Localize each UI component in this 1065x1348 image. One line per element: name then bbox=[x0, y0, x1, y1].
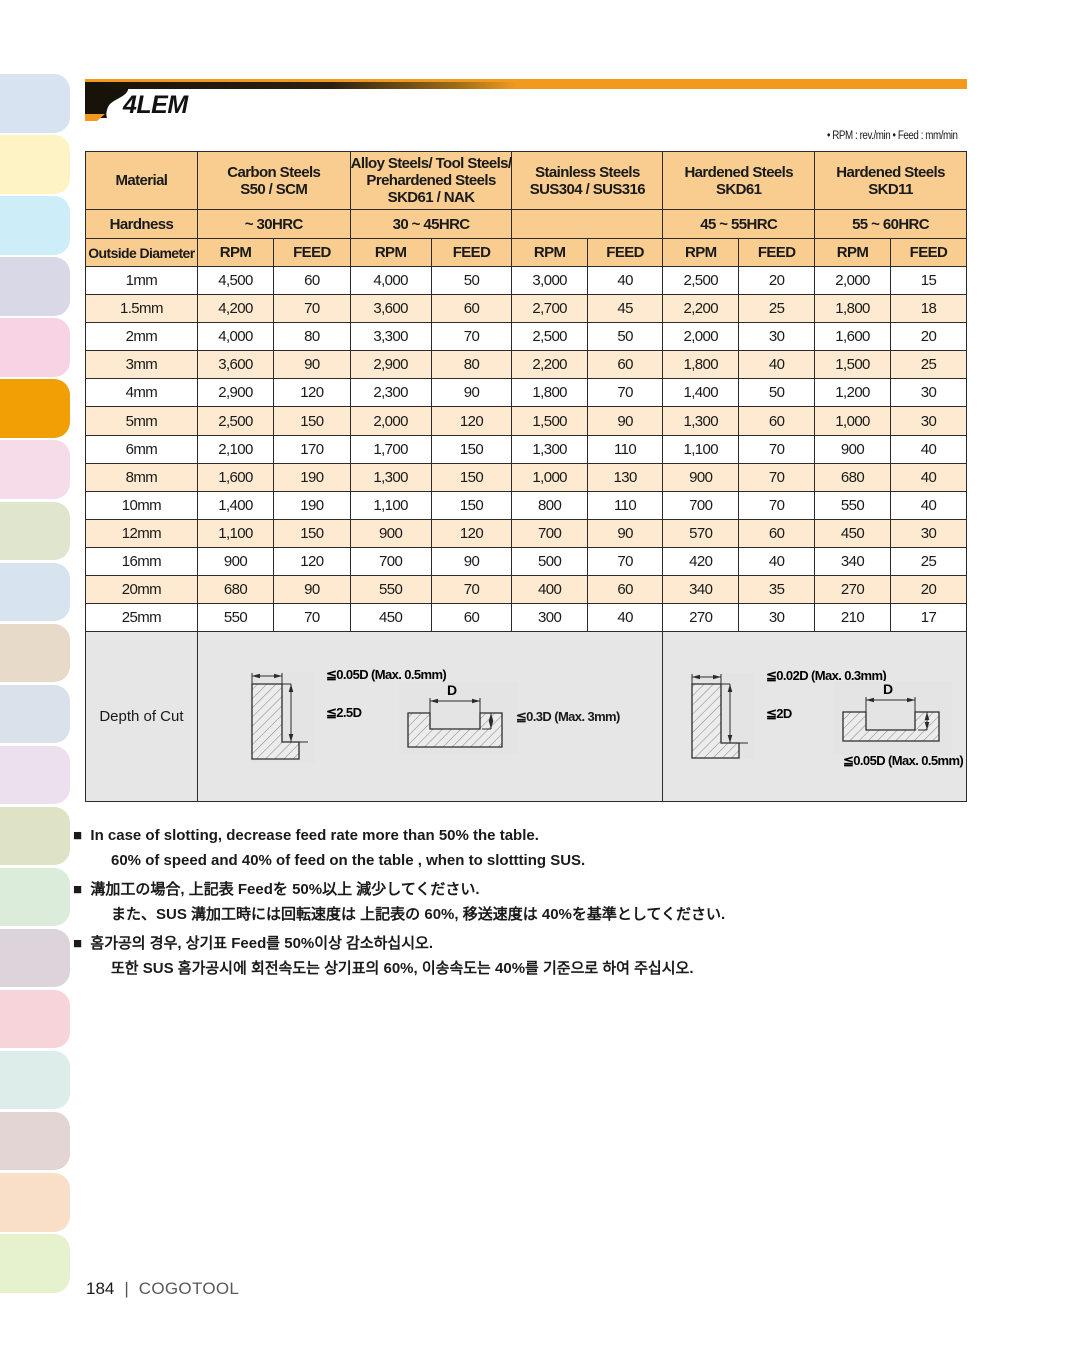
svg-text:D: D bbox=[447, 682, 457, 698]
svg-text:≦2.5D: ≦2.5D bbox=[326, 705, 362, 720]
svg-text:D: D bbox=[883, 681, 893, 697]
svg-text:≦0.05D (Max. 0.5mm): ≦0.05D (Max. 0.5mm) bbox=[326, 667, 446, 682]
svg-text:≦0.02D (Max. 0.3mm): ≦0.02D (Max. 0.3mm) bbox=[766, 668, 886, 683]
svg-text:≦2D: ≦2D bbox=[766, 706, 792, 721]
svg-text:≦0.05D (Max. 0.5mm): ≦0.05D (Max. 0.5mm) bbox=[843, 753, 963, 768]
